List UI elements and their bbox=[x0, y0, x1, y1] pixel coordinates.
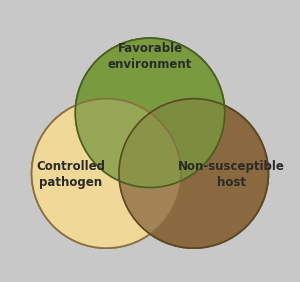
Text: Favorable
environment: Favorable environment bbox=[108, 42, 192, 71]
Circle shape bbox=[75, 38, 225, 188]
Circle shape bbox=[32, 99, 181, 248]
Circle shape bbox=[119, 99, 268, 248]
Text: Non-susceptible
host: Non-susceptible host bbox=[178, 160, 285, 189]
Circle shape bbox=[75, 38, 225, 188]
Circle shape bbox=[119, 99, 268, 248]
Circle shape bbox=[32, 99, 181, 248]
Text: Controlled
pathogen: Controlled pathogen bbox=[37, 160, 106, 189]
